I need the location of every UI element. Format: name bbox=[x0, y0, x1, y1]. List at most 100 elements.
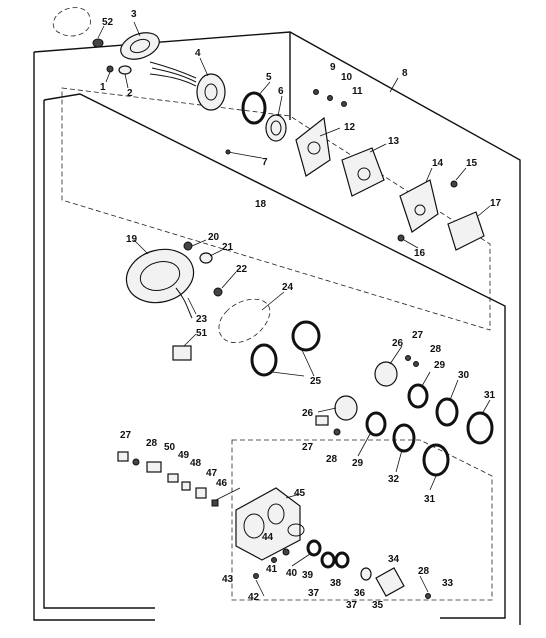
callout-22: 22 bbox=[236, 264, 248, 275]
callout-35: 35 bbox=[372, 600, 384, 611]
callout-15: 15 bbox=[466, 158, 478, 169]
callout-7: 7 bbox=[262, 157, 268, 168]
callout-47: 47 bbox=[206, 468, 218, 479]
cable-bundle bbox=[149, 61, 197, 87]
plug-22 bbox=[213, 287, 223, 297]
callout-17: 17 bbox=[490, 198, 502, 209]
callout-33: 33 bbox=[442, 578, 454, 589]
callout-50: 50 bbox=[164, 442, 176, 453]
bracket-14 bbox=[399, 179, 439, 233]
callout-28-left: 28 bbox=[146, 438, 158, 449]
ring-39 bbox=[306, 539, 322, 557]
callout-2: 2 bbox=[127, 88, 133, 99]
washer-28b bbox=[333, 428, 341, 436]
callout-1: 1 bbox=[100, 82, 106, 93]
wire-harness bbox=[52, 7, 91, 37]
callout-20: 20 bbox=[208, 232, 220, 243]
nut-40-41 bbox=[271, 548, 290, 563]
callout-14: 14 bbox=[432, 158, 444, 169]
callout-48: 48 bbox=[190, 458, 202, 469]
frame-inner-18-left bbox=[43, 100, 155, 609]
callout-26-lower: 26 bbox=[302, 408, 314, 419]
callout-6: 6 bbox=[278, 86, 284, 97]
spring-49 bbox=[167, 473, 179, 483]
gauge-body-4 bbox=[196, 73, 226, 111]
plate-3 bbox=[120, 32, 160, 60]
clip-48 bbox=[181, 481, 191, 491]
callout-28-bottom: 28 bbox=[418, 566, 430, 577]
callout-19: 19 bbox=[126, 234, 138, 245]
callout-12: 12 bbox=[344, 122, 356, 133]
callout-41: 41 bbox=[266, 564, 278, 575]
screw-43 bbox=[253, 573, 259, 579]
screw-15 bbox=[450, 180, 458, 188]
callout-18: 18 bbox=[255, 199, 267, 210]
leader-lines bbox=[97, 21, 491, 597]
dashed-box-middle bbox=[231, 439, 493, 601]
callout-29-lower: 29 bbox=[352, 458, 364, 469]
frame-inner-18 bbox=[43, 93, 506, 619]
callout-28-lower: 28 bbox=[326, 454, 338, 465]
callout-32: 32 bbox=[388, 474, 400, 485]
callout-9: 9 bbox=[330, 62, 336, 73]
callout-21: 21 bbox=[222, 242, 234, 253]
callout-49: 49 bbox=[178, 450, 190, 461]
callout-16: 16 bbox=[414, 248, 426, 259]
ring-29b bbox=[365, 411, 387, 437]
screw-9-10-11 bbox=[313, 89, 347, 107]
callout-10: 10 bbox=[341, 72, 353, 83]
screw-16 bbox=[397, 234, 405, 242]
callout-24: 24 bbox=[282, 282, 294, 293]
frame-assembly-8-left bbox=[33, 52, 155, 621]
callout-26-upper: 26 bbox=[392, 338, 404, 349]
callout-38: 38 bbox=[330, 578, 342, 589]
gasket-44 bbox=[287, 523, 305, 537]
callout-3: 3 bbox=[131, 9, 137, 20]
callout-34: 34 bbox=[388, 554, 400, 565]
callout-8: 8 bbox=[402, 68, 408, 79]
bracket-34-35 bbox=[375, 567, 405, 597]
screw-27c bbox=[117, 451, 129, 462]
ring-31b bbox=[422, 443, 450, 477]
callout-5: 5 bbox=[266, 72, 272, 83]
callout-52: 52 bbox=[102, 17, 114, 28]
lens-25b bbox=[250, 343, 278, 377]
screw-1 bbox=[106, 65, 114, 73]
clip-36 bbox=[360, 567, 372, 581]
connector-20 bbox=[183, 241, 193, 251]
ring-30 bbox=[435, 397, 459, 427]
callout-46: 46 bbox=[216, 478, 228, 489]
callout-44: 44 bbox=[262, 532, 274, 543]
terminal-51 bbox=[172, 345, 192, 361]
wire-23 bbox=[175, 287, 193, 319]
ring-38 bbox=[334, 551, 350, 569]
frame-assembly-8 bbox=[33, 31, 521, 625]
callout-13: 13 bbox=[388, 136, 400, 147]
callout-28-upper: 28 bbox=[430, 344, 442, 355]
grommet-52 bbox=[92, 38, 104, 48]
lens-25a bbox=[291, 320, 321, 352]
callout-36: 36 bbox=[354, 588, 366, 599]
bracket-12 bbox=[295, 116, 331, 177]
callout-27-left: 27 bbox=[120, 430, 132, 441]
screws-7 bbox=[225, 149, 251, 157]
callout-42: 42 bbox=[248, 592, 260, 603]
callout-51: 51 bbox=[196, 328, 208, 339]
callout-43: 43 bbox=[222, 574, 234, 585]
callout-30: 30 bbox=[458, 370, 470, 381]
switch-50 bbox=[146, 461, 162, 473]
callout-37-left: 37 bbox=[308, 588, 320, 599]
screw-33 bbox=[425, 593, 431, 599]
plate-47 bbox=[195, 487, 207, 499]
callout-29-upper: 29 bbox=[434, 360, 446, 371]
screw-27a-28a bbox=[405, 355, 419, 367]
callout-27-lower: 27 bbox=[302, 442, 314, 453]
callout-39: 39 bbox=[302, 570, 314, 581]
ring-29a bbox=[407, 383, 429, 409]
callout-23: 23 bbox=[196, 314, 208, 325]
gauge-26a bbox=[374, 361, 398, 387]
ring-6 bbox=[265, 114, 287, 142]
dashed-box-upper bbox=[61, 87, 491, 331]
callout-31-upper: 31 bbox=[484, 390, 496, 401]
